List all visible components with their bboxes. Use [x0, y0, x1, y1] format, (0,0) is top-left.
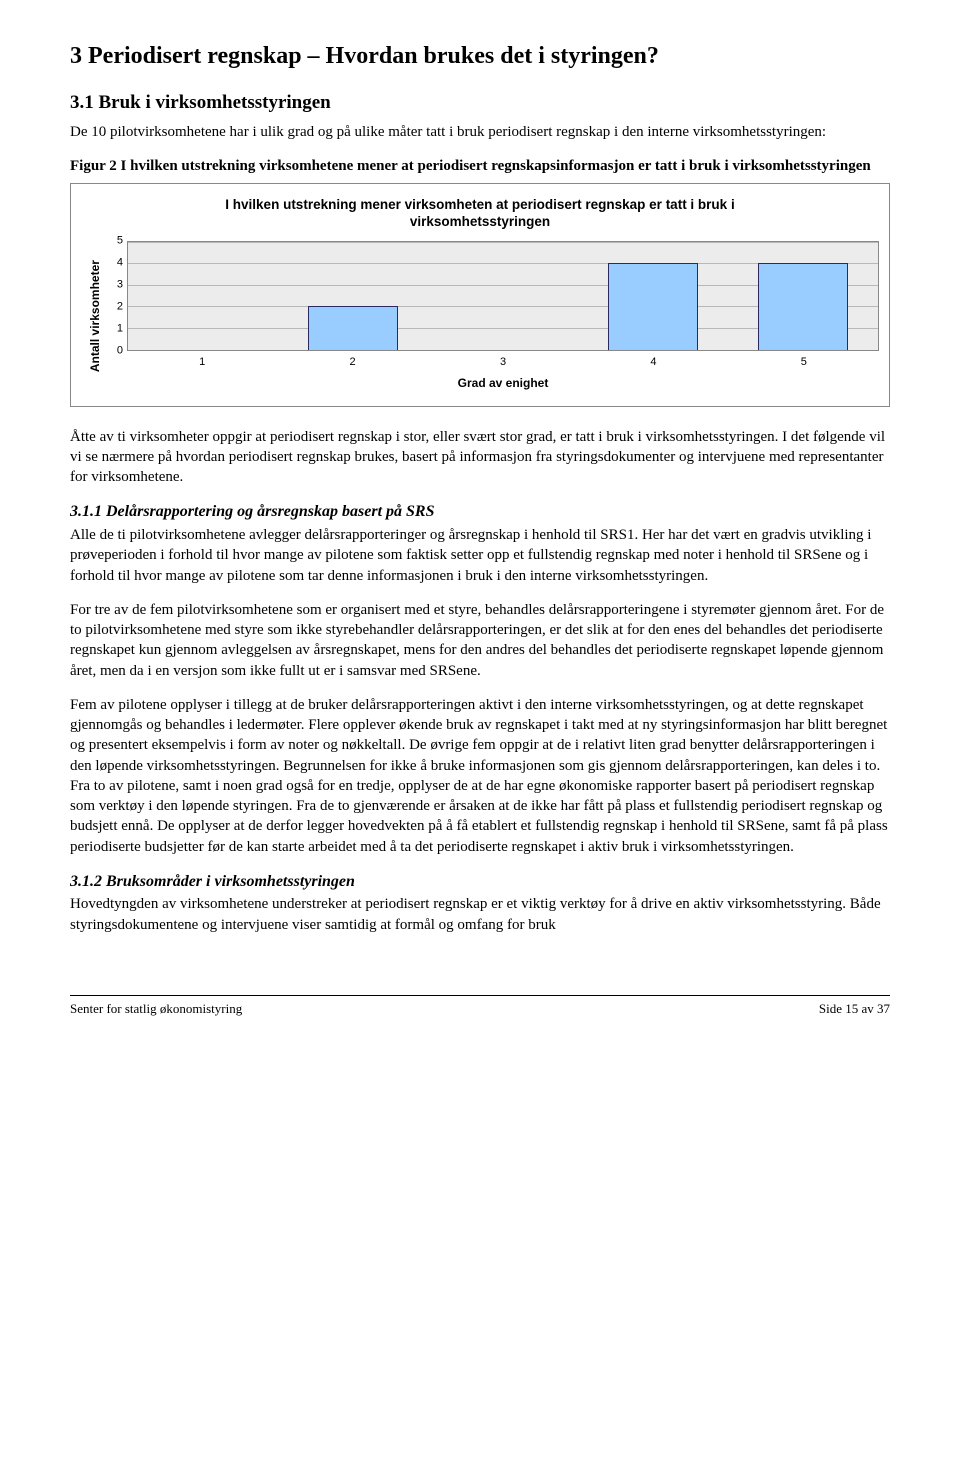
chart-container: I hvilken utstrekning mener virksomheten…	[70, 183, 890, 407]
chart-yticks: 012345	[109, 241, 127, 351]
intro-paragraph: De 10 pilotvirksomhetene har i ulik grad…	[70, 122, 890, 142]
page-title: 3 Periodisert regnskap – Hvordan brukes …	[70, 40, 890, 72]
chart-xlabel: Grad av enighet	[127, 375, 879, 391]
chart-xticks: 12345	[127, 355, 879, 370]
paragraph: Fem av pilotene opplyser i tillegg at de…	[70, 695, 890, 857]
chart-ylabel: Antall virksomheter	[81, 241, 109, 392]
paragraph: Åtte av ti virksomheter oppgir at period…	[70, 427, 890, 488]
paragraph: Hovedtyngden av virksomhetene understrek…	[70, 894, 890, 935]
section-3-1-1-title: 3.1.1 Delårsrapportering og årsregnskap …	[70, 501, 890, 523]
footer-left: Senter for statlig økonomistyring	[70, 1000, 242, 1018]
section-3-1-title: 3.1 Bruk i virksomhetsstyringen	[70, 90, 890, 116]
paragraph: Alle de ti pilotvirksomhetene avlegger d…	[70, 525, 890, 586]
figure-caption: Figur 2 I hvilken utstrekning virksomhet…	[70, 156, 890, 176]
paragraph: For tre av de fem pilotvirksomhetene som…	[70, 600, 890, 681]
chart-plot	[127, 241, 879, 351]
chart-title-line1: I hvilken utstrekning mener virksomheten…	[225, 197, 734, 212]
section-3-1-2-title: 3.1.2 Bruksområder i virksomhetsstyringe…	[70, 871, 890, 893]
chart-title: I hvilken utstrekning mener virksomheten…	[81, 196, 879, 231]
footer-right: Side 15 av 37	[819, 1000, 890, 1018]
chart-title-line2: virksomhetsstyringen	[410, 214, 550, 229]
page-footer: Senter for statlig økonomistyring Side 1…	[70, 995, 890, 1018]
